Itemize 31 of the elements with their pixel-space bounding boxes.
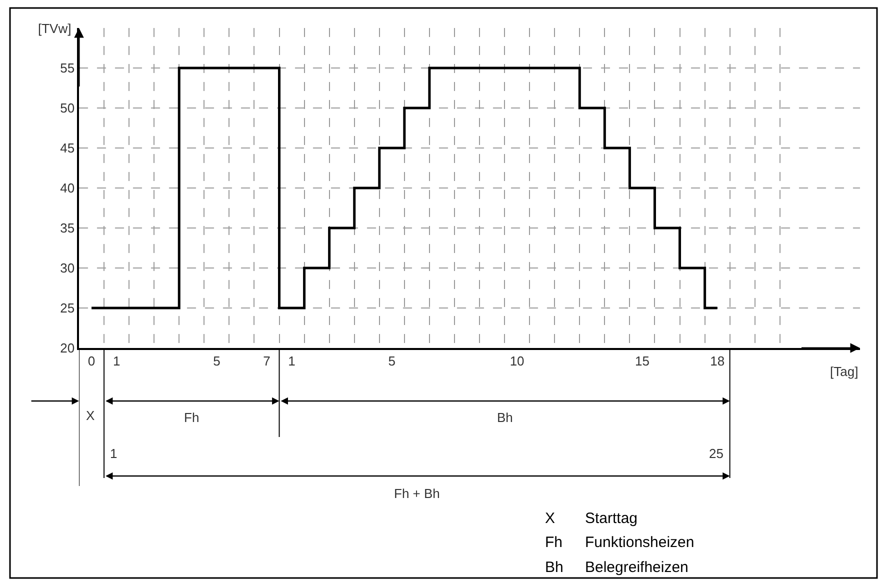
x-tick-label: 10 — [510, 353, 524, 368]
y-tick-label: 55 — [60, 60, 75, 76]
x-tick-label: 5 — [388, 353, 396, 368]
y-tick-label: 20 — [60, 340, 75, 356]
y-tick-label: 40 — [60, 180, 75, 196]
text: Fh — [184, 410, 200, 425]
y-axis-title: [TVw] — [38, 21, 72, 36]
x-tick-label: 15 — [634, 353, 650, 368]
text: Fh — [545, 534, 563, 551]
y-tick-label: 45 — [60, 140, 75, 156]
y-tick-label: 35 — [60, 220, 75, 236]
x-tick-label: 5 — [213, 353, 220, 368]
text: Bh — [545, 559, 564, 576]
y-tick-label: 50 — [60, 100, 75, 116]
text: Fh + Bh — [394, 486, 440, 501]
text: X — [545, 510, 556, 527]
text: X — [86, 408, 95, 423]
x-tick-label: 1 — [112, 353, 120, 368]
text: Starttag — [585, 510, 638, 527]
text: Funktionsheizen — [585, 534, 694, 551]
text: Bh — [497, 410, 513, 425]
x-axis-title: [Tag] — [830, 364, 858, 379]
text: Belegreifheizen — [585, 559, 688, 576]
x-tick-label: 0 — [88, 353, 96, 368]
text: 1 — [110, 446, 118, 461]
x-tick-label: 7 — [263, 353, 270, 368]
x-tick-label: 18 — [710, 353, 725, 368]
y-tick-label: 30 — [60, 260, 75, 276]
y-tick-label: 25 — [60, 300, 75, 316]
x-tick-label: 1 — [288, 353, 296, 368]
text: 25 — [709, 446, 724, 461]
